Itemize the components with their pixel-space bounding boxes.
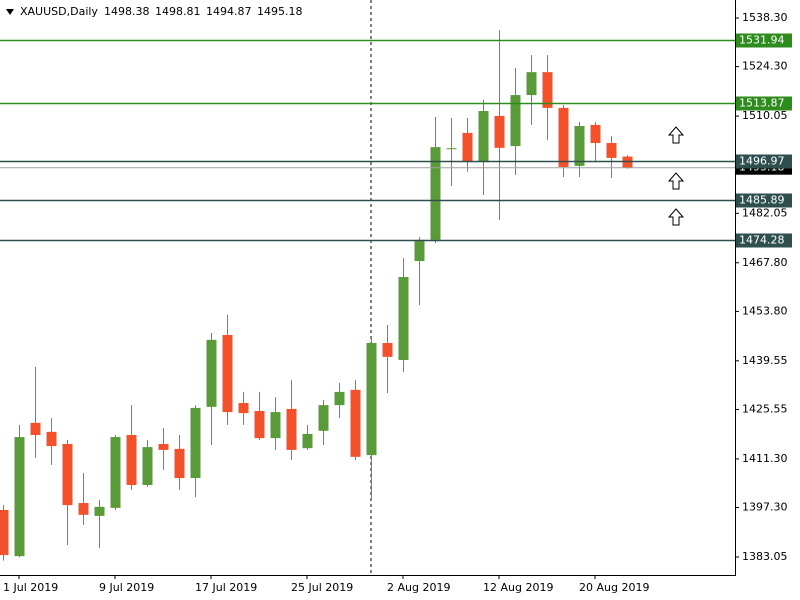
candle-body [190,407,201,479]
candle-body [574,125,585,166]
menu-triangle [6,9,14,15]
candle-body [382,342,393,357]
x-tick-label: 9 Jul 2019 [99,581,154,594]
up-arrow [667,172,685,190]
y-tick-label: 1524.30 [742,60,788,73]
y-tick-label: 1510.05 [742,109,788,122]
y-tick-label: 1439.55 [742,354,788,367]
y-tick-label: 1482.05 [742,206,788,219]
candle-body [14,437,25,557]
candle-body [30,422,41,435]
level-box [736,96,792,111]
candle-body [238,403,249,414]
x-tick-label: 12 Aug 2019 [483,581,553,594]
chart-title: XAUUSD,Daily [20,5,98,18]
candle-body [446,148,457,150]
x-tick-label: 1 Jul 2019 [3,581,58,594]
ohlc-high: 1498.81 [155,5,201,18]
candle-body [142,447,153,485]
x-tick-label: 20 Aug 2019 [579,581,649,594]
candle-body [494,115,505,148]
arrows [667,126,685,226]
level-box [736,193,792,208]
level-label: 1531.94 [739,34,785,47]
candle-body [222,334,233,413]
candle-body [78,503,89,515]
x-tick-label: 17 Jul 2019 [195,581,257,594]
candle-body [254,411,265,439]
candle-body [366,342,377,456]
x-tick-label: 25 Jul 2019 [291,581,353,594]
candle-body [350,389,361,457]
candle-body [334,391,345,406]
up-arrow [667,126,685,144]
level-label: 1474.28 [739,234,785,247]
candle-body [430,147,441,240]
axis: 1538.30 1524.30 1510.05 1482.05 1467.80 1453.… [3,11,792,594]
candle-body [0,509,9,556]
header: XAUUSD,Daily 1498.38 1498.81 1494.87 149… [6,5,303,18]
ohlc-close: 1495.18 [257,5,303,18]
up-arrow [667,208,685,226]
candle-body [270,412,281,439]
level-label: 1513.87 [739,97,785,110]
y-tick-label: 1425.55 [742,402,788,415]
candle-body [94,506,105,516]
candle-body [46,431,57,447]
y-tick-label: 1467.80 [742,256,788,269]
candle-body [286,408,297,450]
y-tick-label: 1453.80 [742,304,788,317]
level-box [736,33,792,48]
candle-body [62,444,73,506]
candle-body [414,239,425,262]
candle-body [478,111,489,163]
candle-body [126,434,137,485]
y-tick-label: 1538.30 [742,11,788,24]
ohlc-low: 1494.87 [206,5,252,18]
candle-body [510,95,521,147]
candle-body [526,72,537,96]
candle-body [206,339,217,407]
ohlc-open: 1498.38 [104,5,150,18]
level-label: 1485.89 [739,194,785,207]
candle-body [158,444,169,450]
candle-body [558,107,569,167]
candle-body [542,72,553,108]
candle-body [110,437,121,508]
candle-body [590,124,601,143]
plot [0,30,735,561]
candle-body [174,448,185,479]
y-tick-label: 1397.30 [742,501,788,514]
y-tick-label: 1411.30 [742,452,788,465]
candle-body [462,132,473,163]
candle-body [302,433,313,449]
y-tick-label: 1383.05 [742,550,788,563]
x-tick-label: 2 Aug 2019 [387,581,450,594]
candle-body [606,142,617,158]
level-label: 1496.97 [739,155,785,168]
candle-body [318,405,329,431]
candle-body [398,276,409,360]
level-box [736,154,792,169]
level-box [736,233,792,248]
